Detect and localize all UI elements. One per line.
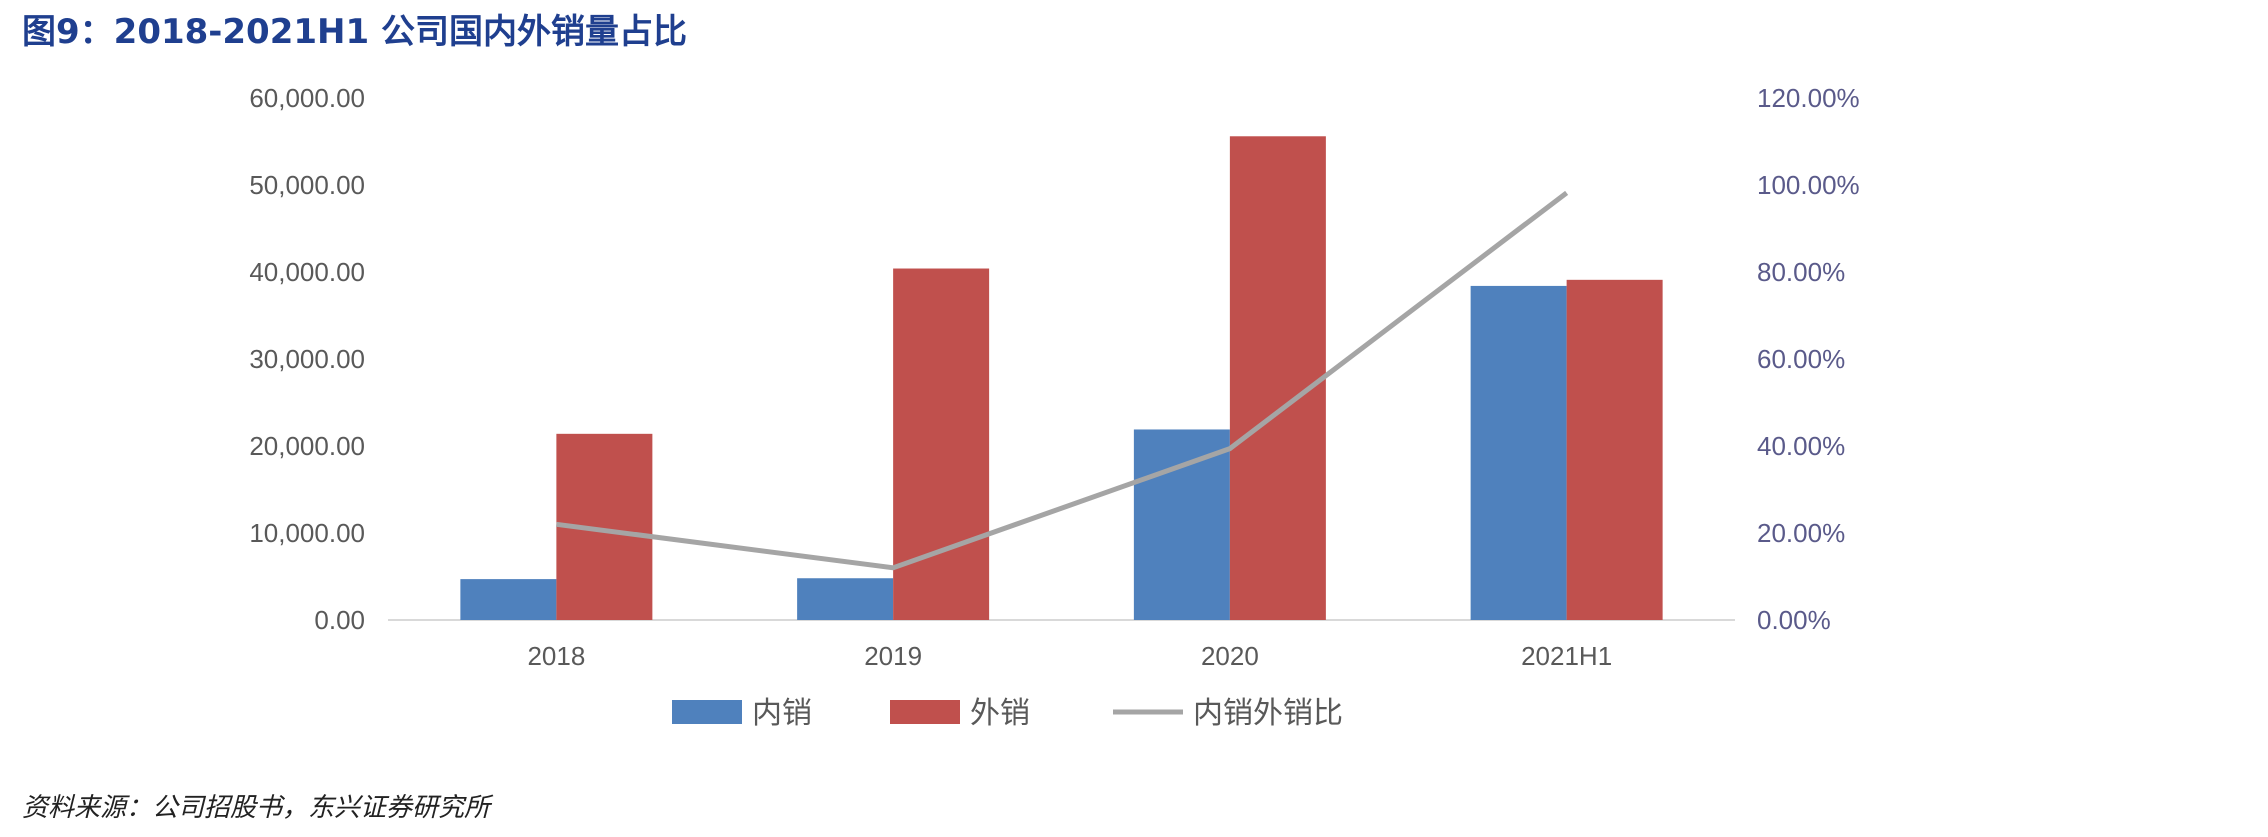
y-left-tick-label: 60,000.00 [249,83,365,113]
x-tick-label: 2018 [527,641,585,671]
y-left-tick-label: 40,000.00 [249,257,365,287]
y-right-tick-label: 120.00% [1757,83,1860,113]
x-tick-label: 2020 [1201,641,1259,671]
bar-export [1229,136,1326,620]
bar-domestic [797,578,894,620]
y-right-tick-label: 100.00% [1757,170,1860,200]
bars-group [460,136,1663,620]
legend-label: 内销 [752,697,812,730]
x-tick-label: 2019 [864,641,922,671]
bar-domestic [1470,285,1567,620]
legend-swatch [672,700,742,724]
source-note: 资料来源：公司招股书，东兴证券研究所 [22,793,491,823]
x-tick-label: 2021H1 [1521,641,1612,671]
legend-label: 外销 [970,697,1030,730]
y-right-tick-label: 0.00% [1757,605,1831,635]
legend: 内销 外销 内销外销比 [672,697,1343,730]
bar-export [893,268,990,620]
figure-title: 图9：2018-2021H1 公司国内外销量占比 [22,12,687,52]
y-axis-right: 0.00% 20.00% 40.00% 60.00% 80.00% 100.00% 120.… [1757,83,1860,635]
ratio-line [556,190,1569,571]
y-left-tick-label: 30,000.00 [249,344,365,374]
y-left-tick-label: 50,000.00 [249,170,365,200]
y-right-tick-label: 40.00% [1757,431,1845,461]
ratio-line-group [556,190,1569,571]
y-right-tick-label: 20.00% [1757,518,1845,548]
y-left-tick-label: 10,000.00 [249,518,365,548]
x-axis: 2018 2019 2020 2021H1 [527,641,1612,671]
legend-swatch [890,700,960,724]
y-left-tick-label: 20,000.00 [249,431,365,461]
y-right-tick-label: 60.00% [1757,344,1845,374]
bar-export [1566,279,1663,620]
bar-domestic [1133,429,1230,620]
legend-label: 内销外销比 [1193,697,1343,730]
y-axis-left: 0.00 10,000.00 20,000.00 30,000.00 40,000.00… [249,83,365,635]
y-left-tick-label: 0.00 [314,605,365,635]
bar-domestic [460,579,557,620]
y-right-tick-label: 80.00% [1757,257,1845,287]
